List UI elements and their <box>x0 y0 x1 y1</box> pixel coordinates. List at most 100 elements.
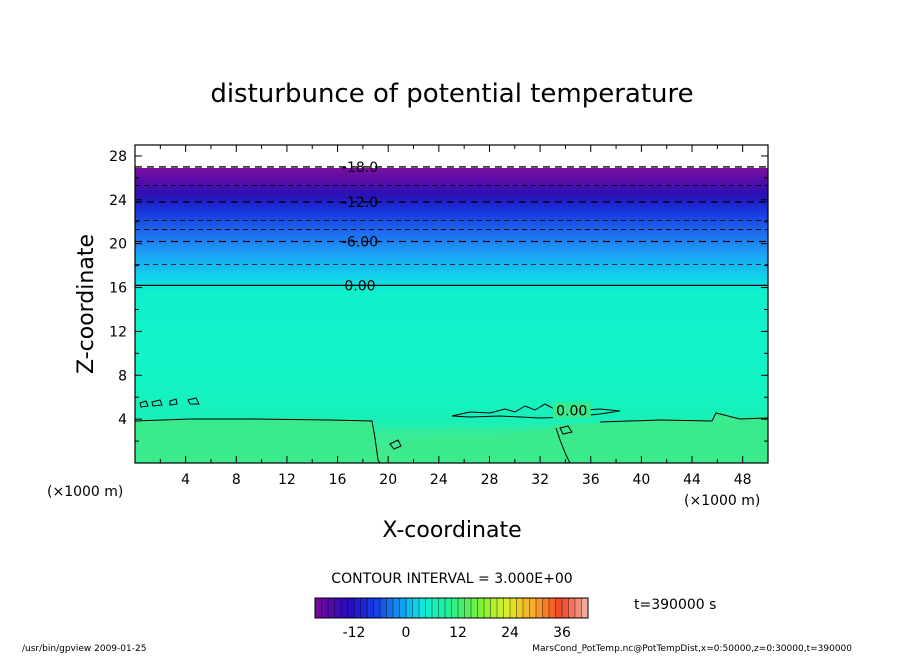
contour-blob <box>139 400 149 408</box>
temperature-field <box>135 168 768 463</box>
colorbar-segment <box>386 598 394 618</box>
colorbar-segment <box>393 598 400 618</box>
time-label: t=390000 s <box>634 597 716 613</box>
footer-left: /usr/bin/gpview 2009-01-25 <box>22 644 146 654</box>
colorbar-segment <box>321 598 329 618</box>
surface-band <box>135 418 378 463</box>
colorbar-tick-label: 12 <box>449 625 467 641</box>
x-tick-label: 24 <box>430 472 448 488</box>
colorbar-segment <box>341 598 348 618</box>
x-tick-label: 48 <box>734 472 752 488</box>
colorbar-segment <box>523 598 530 618</box>
colorbar-segment <box>360 598 368 618</box>
colorbar-segment <box>503 598 511 618</box>
colorbar-segment <box>347 598 355 618</box>
x-tick-label: 16 <box>329 472 347 488</box>
contour-labels: -18.0 -12.0 -6.00 0.00 0.00 <box>342 160 591 419</box>
chart-title: disturbunce of potential temperature <box>210 79 693 109</box>
colorbar-segment <box>536 598 543 618</box>
contour-label: -18.0 <box>342 160 378 176</box>
x-tick-label: 20 <box>379 472 397 488</box>
contour-interval-label: CONTOUR INTERVAL = 3.000E+00 <box>331 571 572 587</box>
x-tick-label: 12 <box>278 472 296 488</box>
colorbar-segment <box>354 598 361 618</box>
surface-zero-contour <box>555 427 571 464</box>
contour-label: 0.00 <box>344 278 375 294</box>
colorbar-ticks: -12 0 12 24 36 <box>343 625 571 641</box>
colorbar-segment <box>568 598 576 618</box>
x-tick-label: 44 <box>683 472 701 488</box>
footer-right: MarsCond_PotTemp.nc@PotTempDist,x=0:5000… <box>532 644 852 654</box>
y-tick-label: 4 <box>118 412 127 428</box>
colorbar-segment <box>451 598 459 618</box>
contour-label-bg <box>552 402 591 419</box>
colorbar-segment <box>516 598 524 618</box>
contour-blob <box>187 397 200 405</box>
x-axis: 4 8 12 16 20 24 28 32 36 40 44 48 <box>159 145 752 488</box>
colorbar-tick-label: 0 <box>402 625 411 641</box>
x-tick-label: 36 <box>582 472 600 488</box>
contour-label: 0.00 <box>556 403 587 419</box>
plot-area <box>135 168 768 463</box>
y-axis-title: Z-coordinate <box>74 234 99 374</box>
colorbar-segment <box>328 598 335 618</box>
colorbar-segment <box>497 598 504 618</box>
colorbar-segment <box>471 598 478 618</box>
colorbar-segment <box>529 598 537 618</box>
contour-label: -12.0 <box>342 195 378 211</box>
y-tick-label: 24 <box>109 193 127 209</box>
surface-band <box>392 412 768 463</box>
contour-blob <box>151 399 163 407</box>
y-tick-label: 12 <box>109 324 127 340</box>
contour-blob <box>169 398 178 406</box>
contour-lines <box>135 166 768 287</box>
colorbar-segment <box>380 598 387 618</box>
colorbar-segment <box>438 598 446 618</box>
colorbar <box>314 598 589 618</box>
colorbar-segment <box>425 598 433 618</box>
colorbar-segment <box>399 598 407 618</box>
y-tick-label: 20 <box>109 237 127 253</box>
colorbar-segment <box>555 598 563 618</box>
colorbar-segment <box>549 598 556 618</box>
x-tick-label: 32 <box>531 472 549 488</box>
contour-blob <box>389 439 402 450</box>
colorbar-segment <box>484 598 491 618</box>
x-tick-label: 40 <box>632 472 650 488</box>
surface-zero-contour <box>599 412 769 423</box>
colorbar-segment <box>432 598 439 618</box>
colorbar-segment <box>458 598 465 618</box>
x-unit-label-left: (×1000 m) <box>47 484 123 500</box>
y-tick-label: 28 <box>109 149 127 165</box>
colorbar-frame <box>314 597 589 619</box>
x-tick-label: 4 <box>181 472 190 488</box>
surface-zero-contour <box>134 418 381 464</box>
colorbar-segment <box>315 598 322 618</box>
x-tick-label: 8 <box>232 472 241 488</box>
x-unit-label-right: (×1000 m) <box>684 493 760 509</box>
contour-label: -6.00 <box>342 234 378 250</box>
y-axis: 4 8 12 16 20 24 28 <box>109 149 768 442</box>
plot-frame <box>134 144 769 464</box>
colorbar-tick-label: 24 <box>501 625 519 641</box>
colorbar-segment <box>575 598 582 618</box>
colorbar-tick-label: -12 <box>343 625 366 641</box>
colorbar-segment <box>406 598 413 618</box>
colorbar-segment <box>477 598 485 618</box>
colorbar-segment <box>490 598 498 618</box>
colorbar-segment <box>562 598 569 618</box>
colorbar-tick-label: 36 <box>553 625 571 641</box>
contour-blob <box>559 425 573 435</box>
colorbar-segment <box>445 598 452 618</box>
colorbar-segment <box>373 598 381 618</box>
colorbar-segment <box>334 598 342 618</box>
colorbar-segment <box>510 598 517 618</box>
colorbar-segment <box>464 598 472 618</box>
colorbar-segment <box>542 598 550 618</box>
x-tick-label: 28 <box>481 472 499 488</box>
colorbar-segment <box>412 598 420 618</box>
y-tick-label: 16 <box>109 281 127 297</box>
colorbar-segment <box>581 598 589 618</box>
colorbar-segment <box>367 598 374 618</box>
